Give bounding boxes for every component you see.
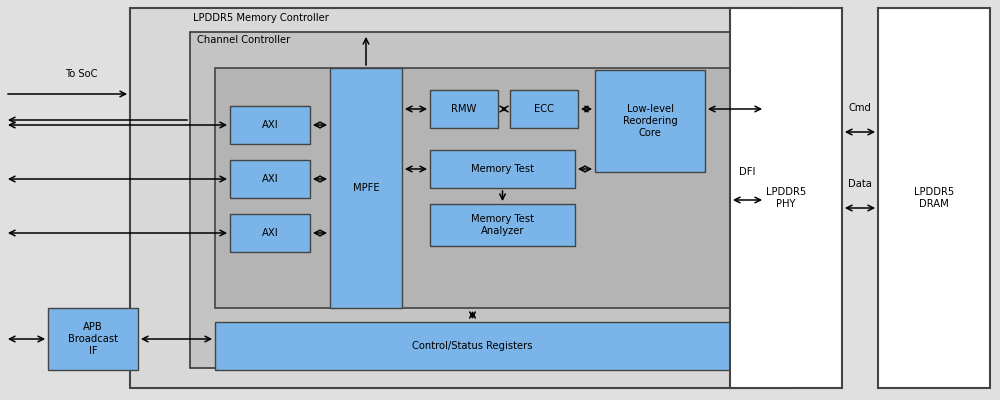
Bar [48,308,138,370]
Text: Memory Test: Memory Test [471,164,534,174]
Text: APB
Broadcast
IF: APB Broadcast IF [68,322,118,356]
Bar [230,160,310,198]
Text: Memory Test
Analyzer: Memory Test Analyzer [471,214,534,236]
Bar [330,68,402,308]
Text: LPDDR5
PHY: LPDDR5 PHY [766,187,806,209]
Text: DFI: DFI [739,167,756,177]
Text: Control/Status Registers: Control/Status Registers [412,341,533,351]
Bar [430,90,498,128]
Text: MPFE: MPFE [353,183,379,193]
Bar [130,8,790,388]
Text: Cmd: Cmd [849,103,871,113]
Text: RMW: RMW [451,104,477,114]
Text: LPDDR5 Memory Controller: LPDDR5 Memory Controller [193,13,329,23]
Bar [878,8,990,388]
Text: ECC: ECC [534,104,554,114]
Text: AXI: AXI [262,120,278,130]
Bar [215,322,730,370]
Bar [595,70,705,172]
Text: To SoC: To SoC [65,69,98,79]
Bar [230,214,310,252]
Bar [510,90,578,128]
Text: Low-level
Reordering
Core: Low-level Reordering Core [623,104,677,138]
Bar [430,150,575,188]
Text: Channel Controller: Channel Controller [197,35,290,45]
Bar [730,8,842,388]
Bar [190,32,765,368]
Bar [430,204,575,246]
Text: AXI: AXI [262,228,278,238]
Bar [230,106,310,144]
Text: Data: Data [848,179,872,189]
Text: LPDDR5
DRAM: LPDDR5 DRAM [914,187,954,209]
Bar [215,68,730,308]
Text: AXI: AXI [262,174,278,184]
